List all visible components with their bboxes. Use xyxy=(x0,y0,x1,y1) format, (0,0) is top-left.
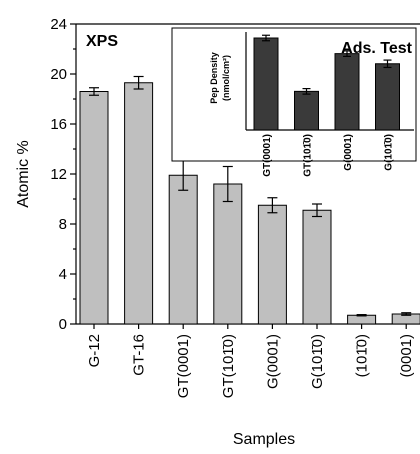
inset-x-tick-label: GT(0001) xyxy=(262,134,273,177)
x-tick-label: G-12 xyxy=(86,334,103,367)
inset-x-tick-label: GT(101̄0) xyxy=(303,134,314,177)
inset-bars xyxy=(253,34,400,131)
main-title: XPS xyxy=(86,33,118,50)
y-tick-label: 12 xyxy=(50,166,67,183)
x-tick-label: GT(0001) xyxy=(175,334,192,398)
inset-x-tick-label: G(101̄0) xyxy=(384,134,395,171)
y-tick-label: 16 xyxy=(50,116,67,133)
inset-bar xyxy=(375,63,400,131)
main-x-tick-labels: G-12 GT-16 GT(0001) GT(101̄0) G(0001) G(101̄0… xyxy=(86,324,415,398)
inset-x-tick-label: G(0001) xyxy=(343,134,354,171)
x-tick-label: (101̄0) xyxy=(354,334,371,377)
main-plot: 0 4 8 12 16 20 24 G-12 GT-16 GT(0001) GT(101̄0) G(… xyxy=(15,16,420,448)
bar xyxy=(347,314,377,325)
inset-bar xyxy=(294,90,319,131)
y-tick-label: 20 xyxy=(50,66,67,83)
y-tick-label: 8 xyxy=(59,216,67,233)
bar xyxy=(213,183,243,325)
inset-x-tick-labels: GT(0001) GT(101̄0) G(0001) G(101̄0) xyxy=(262,134,395,177)
y-ticks: 0 4 8 12 16 20 24 xyxy=(50,16,76,333)
bar xyxy=(124,82,154,325)
main-bars xyxy=(79,75,420,325)
inset-y-label: Pep Density xyxy=(209,52,219,104)
y-tick-label: 24 xyxy=(50,16,67,33)
x-tick-label: (0001) xyxy=(398,334,415,377)
x-axis-title: Samples xyxy=(233,431,295,448)
x-tick-label: G(101̄0) xyxy=(309,334,326,389)
inset-title: Ads. Test xyxy=(341,40,413,57)
inset-bar xyxy=(334,53,360,131)
bar xyxy=(257,204,287,325)
y-axis-title: Atomic % xyxy=(15,140,32,208)
x-tick-label: GT-16 xyxy=(131,334,148,376)
inset-plot: Ads. Test Pep Density (nmol/cm²) GT(0001… xyxy=(171,27,417,177)
bar xyxy=(79,91,109,325)
x-tick-label: GT(101̄0) xyxy=(220,334,237,398)
bar xyxy=(302,209,332,325)
x-tick-label: G(0001) xyxy=(264,334,281,389)
inset-y-label-unit: (nmol/cm²) xyxy=(221,55,231,101)
bar xyxy=(168,174,198,325)
y-tick-label: 0 xyxy=(59,316,67,333)
y-tick-label: 4 xyxy=(59,266,67,283)
inset-bar xyxy=(253,37,279,131)
